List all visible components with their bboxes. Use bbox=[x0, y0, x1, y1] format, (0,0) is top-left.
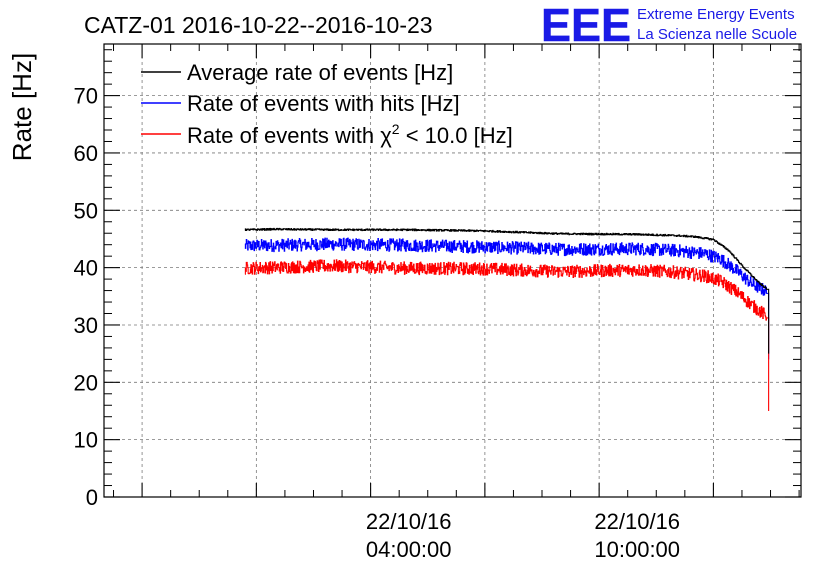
legend: Average rate of events [Hz] Rate of even… bbox=[141, 60, 513, 148]
x-tick-label-date: 22/10/16 bbox=[366, 509, 452, 534]
y-tick-label: 70 bbox=[74, 84, 98, 109]
y-axis: 0 10 20 30 40 50 60 70 bbox=[74, 49, 801, 510]
legend-label-hits: Rate of events with hits [Hz] bbox=[187, 91, 460, 116]
x-tick-label-time: 10:00:00 bbox=[594, 537, 680, 562]
y-axis-label: Rate [Hz] bbox=[7, 53, 37, 161]
y-tick-label: 40 bbox=[74, 256, 98, 281]
x-axis: 22/10/16 04:00:00 22/10/16 10:00:00 bbox=[113, 44, 800, 562]
legend-label-average: Average rate of events [Hz] bbox=[187, 60, 453, 85]
y-tick-label: 10 bbox=[74, 428, 98, 453]
y-tick-label: 30 bbox=[74, 313, 98, 338]
eee-logo-line1: Extreme Energy Events bbox=[637, 6, 795, 23]
eee-logo: EEE Extreme Energy Events La Scienza nel… bbox=[541, 0, 797, 51]
series-hits-rate bbox=[244, 237, 770, 360]
chart-title: CATZ-01 2016-10-22--2016-10-23 bbox=[84, 12, 433, 38]
legend-chi-prefix: Rate of events with bbox=[187, 123, 380, 148]
legend-chi-superscript: 2 bbox=[392, 121, 400, 137]
legend-chi-symbol: χ bbox=[380, 123, 392, 148]
eee-logo-mark: EEE bbox=[541, 0, 631, 51]
plot-series bbox=[244, 227, 770, 411]
y-tick-label: 50 bbox=[74, 198, 98, 223]
x-tick-label-time: 04:00:00 bbox=[366, 537, 452, 562]
series-average-rate bbox=[244, 227, 770, 354]
legend-label-chi: Rate of events with χ2 < 10.0 [Hz] bbox=[187, 121, 513, 148]
y-tick-label: 0 bbox=[86, 485, 98, 510]
series-chi2-rate bbox=[244, 259, 770, 411]
y-tick-label: 20 bbox=[74, 370, 98, 395]
x-tick-label-date: 22/10/16 bbox=[594, 509, 680, 534]
plot-frame bbox=[103, 43, 802, 498]
legend-chi-suffix: < 10.0 [Hz] bbox=[400, 123, 513, 148]
y-tick-label: 60 bbox=[74, 141, 98, 166]
eee-logo-line2: La Scienza nelle Scuole bbox=[637, 26, 797, 43]
